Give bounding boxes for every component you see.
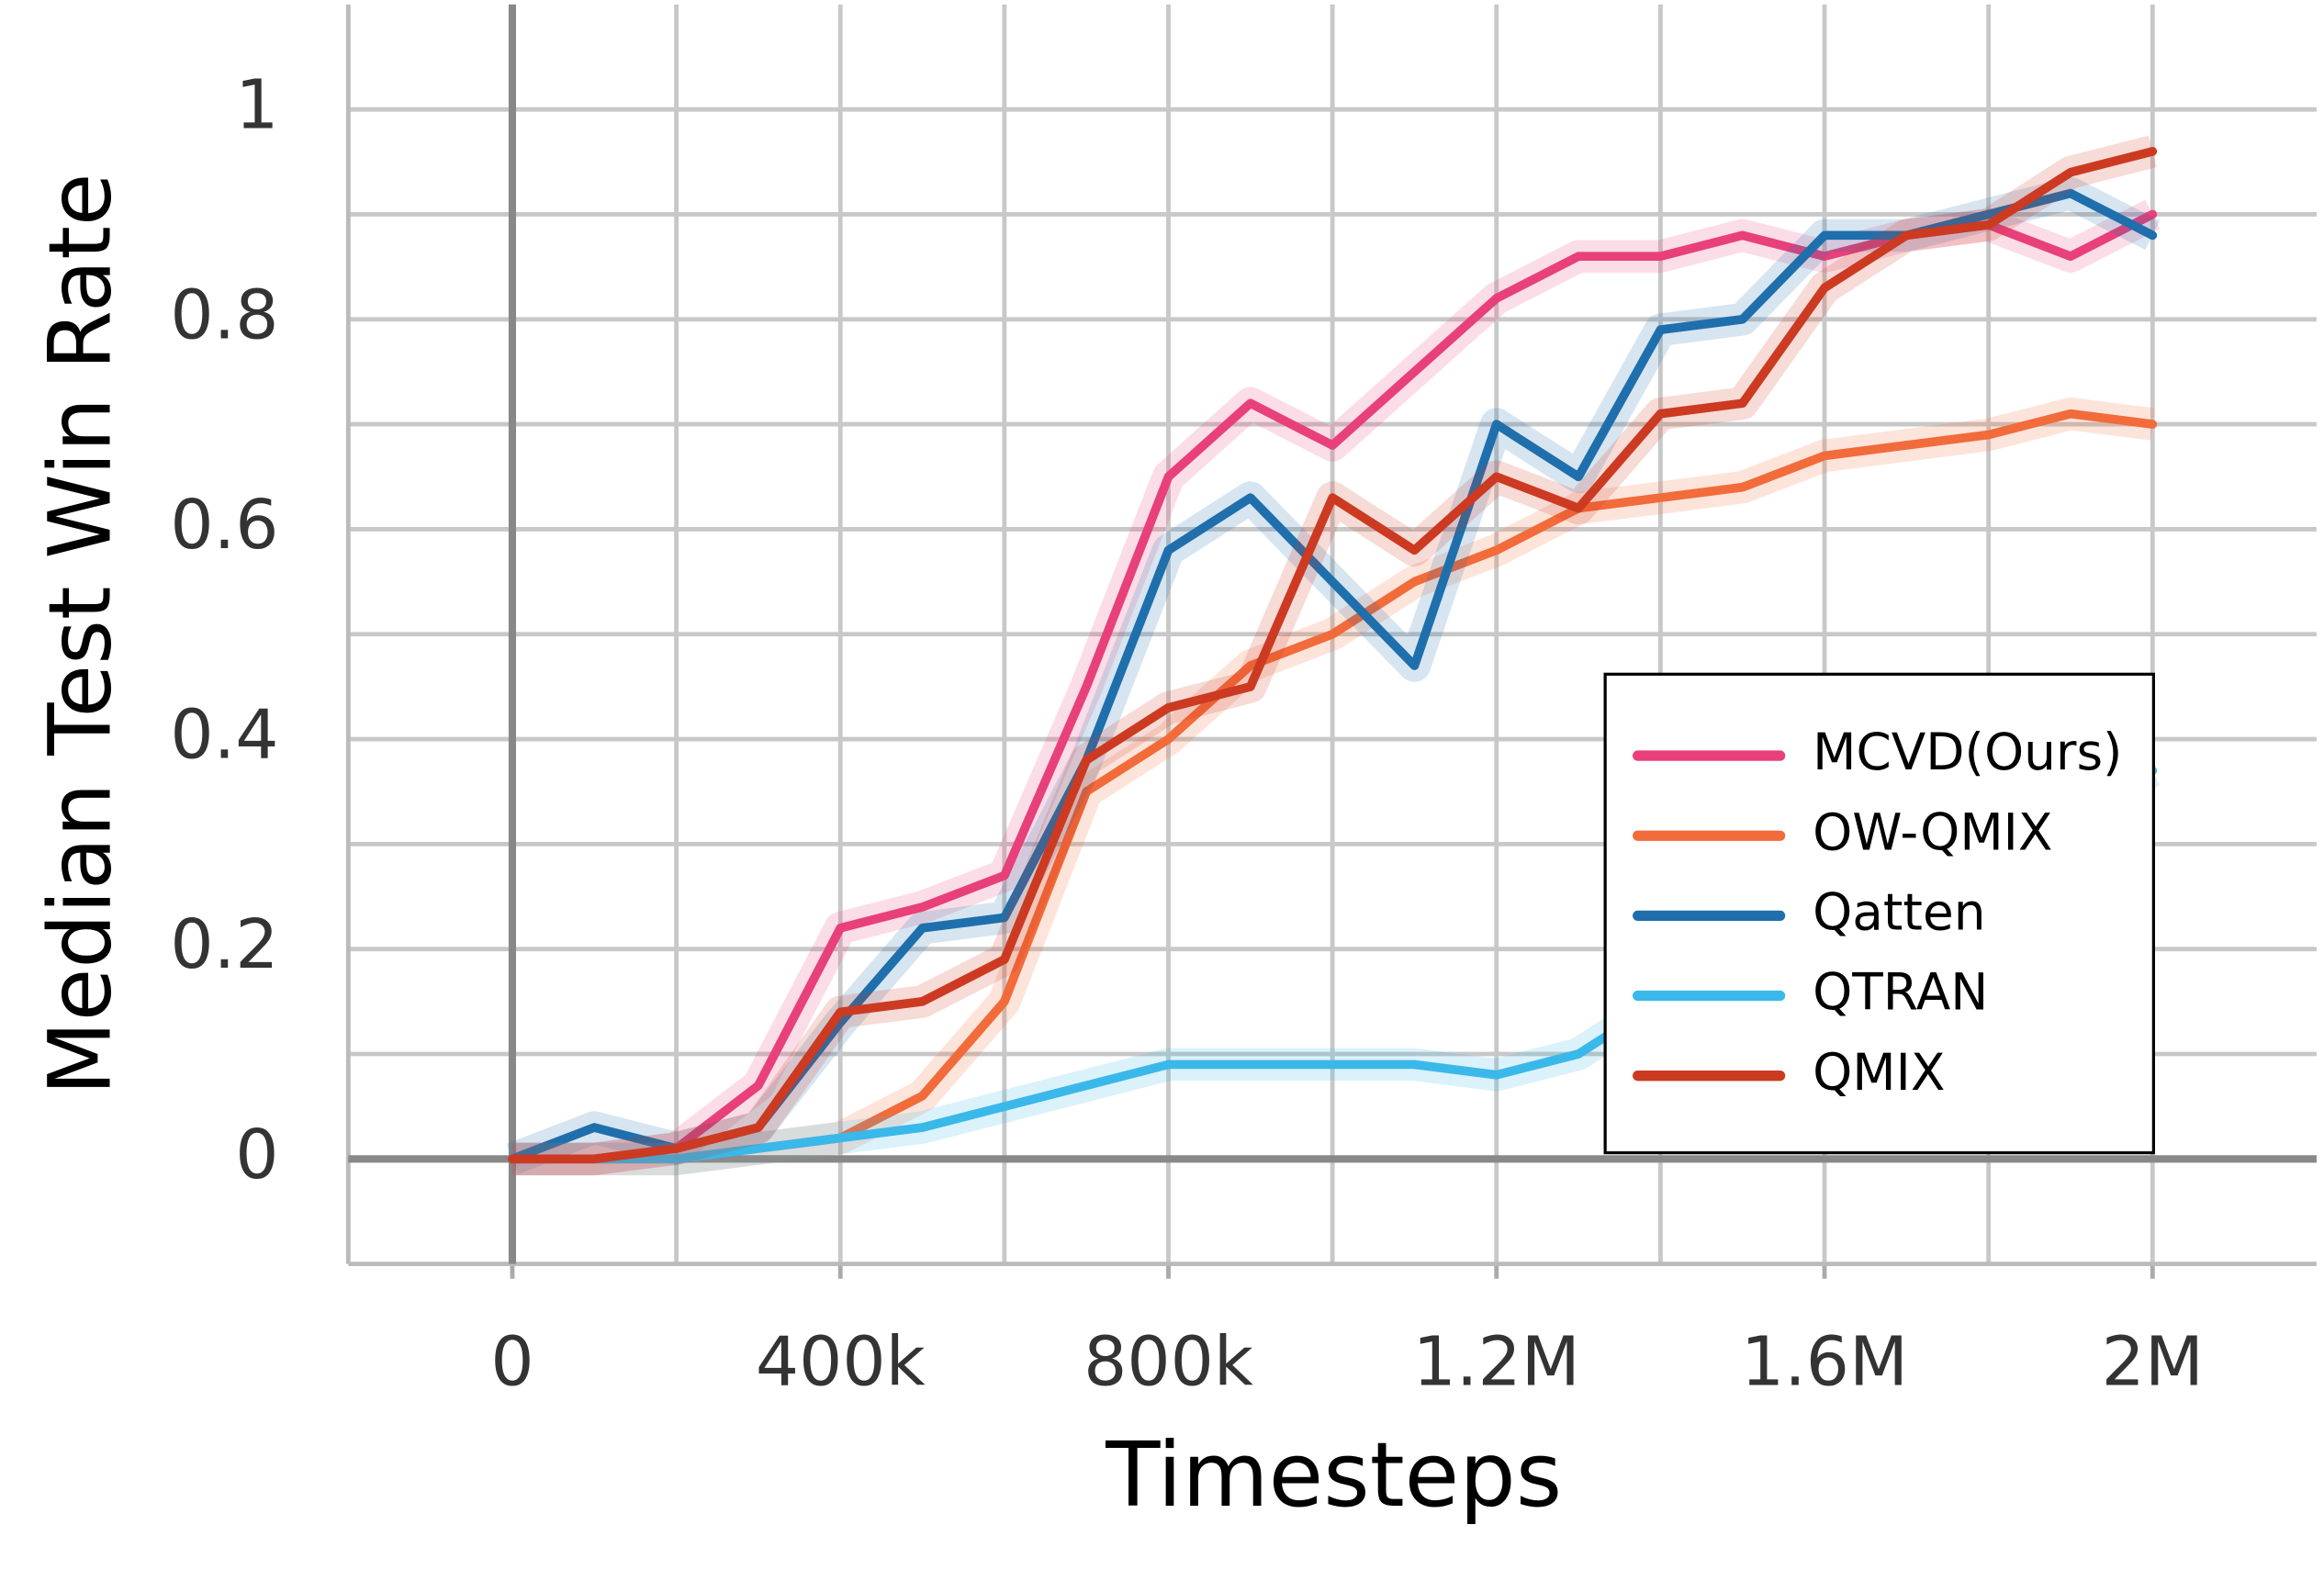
y-tick-label: 0.8	[170, 275, 278, 354]
legend-label: MCVD(Ours)	[1813, 723, 2122, 781]
legend-label: QTRAN	[1813, 963, 1988, 1022]
y-tick-label: 1	[235, 65, 278, 145]
x-tick-label: 400k	[756, 1321, 926, 1401]
legend-label: QMIX	[1813, 1043, 1945, 1102]
series-line	[508, 209, 2158, 1164]
x-tick-label: 1.2M	[1413, 1321, 1580, 1401]
y-tick-label: 0.6	[170, 485, 278, 565]
y-tick-label: 0	[235, 1115, 278, 1194]
x-tick-label: 2M	[2102, 1321, 2204, 1401]
y-tick-label: 0.4	[170, 695, 278, 775]
x-axis-title: Timesteps	[1105, 1423, 1562, 1527]
x-tick-label: 0	[490, 1321, 533, 1401]
y-axis-title: Median Test Win Rate	[30, 173, 130, 1094]
x-tick-label: 800k	[1083, 1321, 1253, 1401]
series-line	[508, 147, 2158, 1164]
legend-label: Qatten	[1813, 883, 1985, 942]
x-tick-label: 1.6M	[1741, 1321, 1908, 1401]
legend-label: OW-QMIX	[1813, 802, 2052, 861]
y-tick-label: 0.2	[170, 904, 278, 984]
